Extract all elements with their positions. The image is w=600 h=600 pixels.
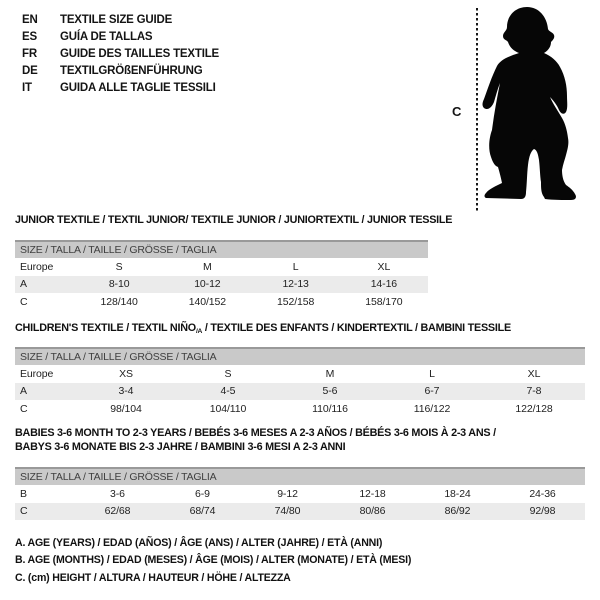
footnotes: A. AGE (YEARS) / EDAD (AÑOS) / ÂGE (ANS)… xyxy=(15,535,411,587)
language-title: GUIDE DES TAILLES TEXTILE xyxy=(60,47,219,60)
size-cell: S xyxy=(224,367,232,380)
language-row-de: DE TEXTILGRÖßENFÜHRUNG xyxy=(22,62,219,79)
size-cell: 8-10 xyxy=(108,278,130,291)
size-header-bar: SIZE / TALLA / TAILLE / GRÖSSE / TAGLIA xyxy=(15,347,585,365)
language-code: ES xyxy=(22,30,37,43)
language-code: FR xyxy=(22,47,37,60)
size-cell: 152/158 xyxy=(276,295,315,308)
size-cell: 6-7 xyxy=(424,385,440,398)
size-cell: 7-8 xyxy=(526,385,542,398)
language-row-es: ES GUÍA DE TALLAS xyxy=(22,28,219,45)
table-row-europe: Europe XS S M L XL xyxy=(15,365,585,383)
language-code: IT xyxy=(22,81,32,94)
babies-title-line2: BABYS 3-6 MONATE BIS 2-3 JAHRE / BAMBINI… xyxy=(15,440,346,453)
row-label: C xyxy=(20,295,28,308)
size-cell: 110/116 xyxy=(312,402,348,415)
table-row-europe: Europe S M L XL xyxy=(15,258,428,276)
row-label: Europe xyxy=(20,367,54,380)
size-header-bar: SIZE / TALLA / TAILLE / GRÖSSE / TAGLIA xyxy=(15,467,585,485)
size-cell: XL xyxy=(377,260,391,273)
size-cell: 74/80 xyxy=(274,505,301,518)
height-measure-dashed-line xyxy=(476,8,478,212)
size-cell: 80/86 xyxy=(359,505,386,518)
language-title-list: EN TEXTILE SIZE GUIDE ES GUÍA DE TALLAS … xyxy=(22,11,219,96)
language-row-fr: FR GUIDE DES TAILLES TEXTILE xyxy=(22,45,219,62)
size-cell: 104/110 xyxy=(209,402,247,415)
size-cell: 24-36 xyxy=(529,487,556,500)
toddler-silhouette-image xyxy=(482,7,576,200)
size-cell: M xyxy=(203,260,212,273)
size-cell: 10-12 xyxy=(194,278,221,291)
babies-table-title: BABIES 3-6 MONTH TO 2-3 YEARS / BEBÉS 3-… xyxy=(15,427,496,454)
table-row-height: C 98/104 104/110 110/116 116/122 122/128 xyxy=(15,400,585,418)
language-row-en: EN TEXTILE SIZE GUIDE xyxy=(22,11,219,28)
language-row-it: IT GUIDA ALLE TAGLIE TESSILI xyxy=(22,79,219,96)
size-cell: 116/122 xyxy=(413,402,451,415)
size-cell: 12-18 xyxy=(359,487,386,500)
note-line-a: A. AGE (YEARS) / EDAD (AÑOS) / ÂGE (ANS)… xyxy=(15,537,383,549)
size-cell: 14-16 xyxy=(370,278,398,291)
row-label: A xyxy=(20,385,27,398)
table-row-months: B 3-6 6-9 9-12 12-18 18-24 24-36 xyxy=(15,485,585,503)
row-label: Europe xyxy=(20,260,54,273)
row-label: A xyxy=(20,278,27,291)
junior-size-table: SIZE / TALLA / TAILLE / GRÖSSE / TAGLIA … xyxy=(15,240,428,311)
size-cell: L xyxy=(292,260,299,273)
table-row-age: A 8-10 10-12 12-13 14-16 xyxy=(15,275,428,293)
size-cell: 9-12 xyxy=(277,487,298,500)
language-title: TEXTILE SIZE GUIDE xyxy=(60,13,173,26)
babies-title-line1: BABIES 3-6 MONTH TO 2-3 YEARS / BEBÉS 3-… xyxy=(15,427,496,439)
table-row-age: A 3-4 4-5 5-6 6-7 7-8 xyxy=(15,382,585,400)
size-cell: 12-13 xyxy=(282,278,309,291)
size-cell: 5-6 xyxy=(322,385,338,398)
size-cell: 140/152 xyxy=(188,295,226,308)
size-cell: 122/128 xyxy=(515,402,553,415)
children-title-suffix: / TEXTILE DES ENFANTS / KINDERTEXTIL / B… xyxy=(202,322,511,334)
size-cell: 68/74 xyxy=(189,505,216,518)
table-row-height: C 128/140 140/152 152/158 158/170 xyxy=(15,293,428,311)
size-cell: 158/170 xyxy=(365,295,403,308)
row-label: C xyxy=(20,505,28,518)
note-line-b: B. AGE (MONTHS) / EDAD (MESES) / ÂGE (MO… xyxy=(15,554,412,567)
size-cell: 3-6 xyxy=(110,487,125,500)
size-cell: L xyxy=(429,367,435,380)
size-cell: 4-5 xyxy=(220,385,236,398)
size-cell: 18-24 xyxy=(444,487,471,500)
size-cell: 92/98 xyxy=(529,505,556,518)
row-label: B xyxy=(20,487,27,500)
babies-size-table: SIZE / TALLA / TAILLE / GRÖSSE / TAGLIA … xyxy=(15,467,585,520)
language-code: DE xyxy=(22,64,38,77)
height-label-c: C xyxy=(452,104,462,119)
size-cell: 98/104 xyxy=(110,402,142,415)
size-cell: 3-4 xyxy=(118,385,134,398)
size-cell: 128/140 xyxy=(100,295,138,308)
children-table-title: CHILDREN'S TEXTILE / TEXTIL NIÑO/A / TEX… xyxy=(15,322,511,339)
row-label: C xyxy=(20,402,28,415)
size-cell: M xyxy=(325,367,335,380)
size-header-bar: SIZE / TALLA / TAILLE / GRÖSSE / TAGLIA xyxy=(15,240,428,258)
size-cell: 86/92 xyxy=(444,505,471,518)
children-title-prefix: CHILDREN'S TEXTILE / TEXTIL NIÑO xyxy=(15,322,196,334)
note-line-c: C. (cm) HEIGHT / ALTURA / HAUTEUR / HÖHE… xyxy=(15,571,291,584)
size-cell: 6-9 xyxy=(195,487,210,500)
table-row-height: C 62/68 68/74 74/80 80/86 86/92 92/98 xyxy=(15,502,585,520)
size-cell: XL xyxy=(527,367,541,380)
size-cell: S xyxy=(115,260,123,273)
language-title: TEXTILGRÖßENFÜHRUNG xyxy=(60,64,203,77)
children-title-subscript: /A xyxy=(195,328,203,335)
size-cell: XS xyxy=(119,367,133,380)
language-code: EN xyxy=(22,13,38,26)
language-title: GUIDA ALLE TAGLIE TESSILI xyxy=(60,81,216,94)
junior-table-title: JUNIOR TEXTILE / TEXTIL JUNIOR/ TEXTILE … xyxy=(15,214,453,226)
size-cell: 62/68 xyxy=(104,505,131,518)
language-title: GUÍA DE TALLAS xyxy=(60,30,153,43)
children-size-table: SIZE / TALLA / TAILLE / GRÖSSE / TAGLIA … xyxy=(15,347,585,418)
